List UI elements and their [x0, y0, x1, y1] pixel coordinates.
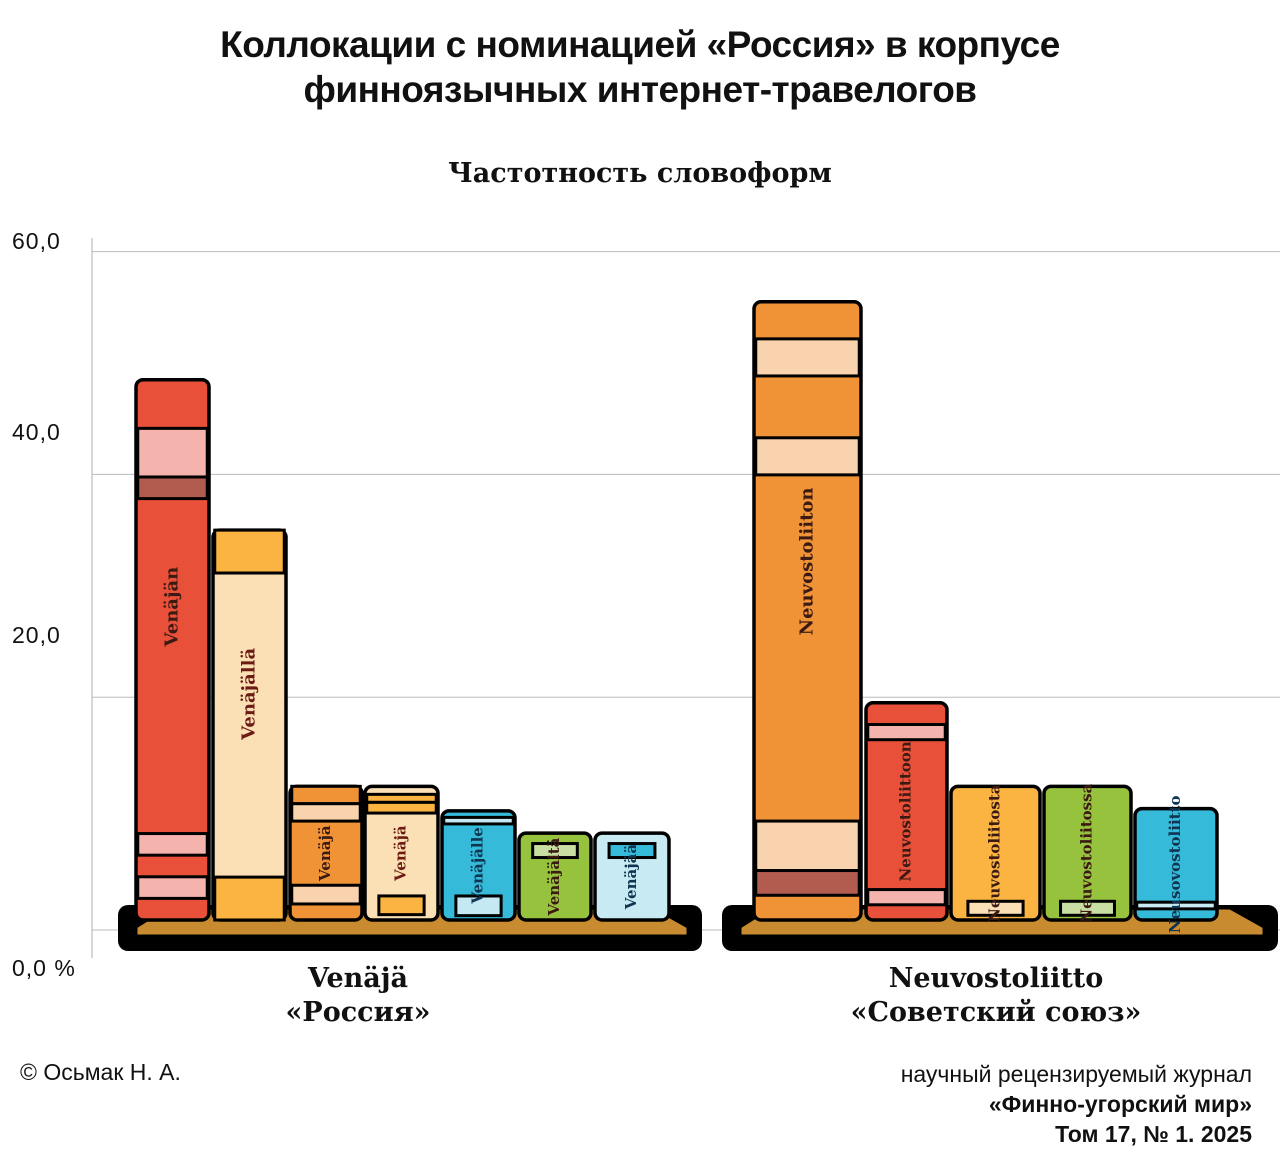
bar	[134, 377, 211, 922]
bar-label: Neusovostoliitto	[1166, 795, 1184, 933]
bar-label: Neuvostoliiton	[797, 488, 818, 636]
bar-book: Venäjällä	[211, 528, 288, 922]
bar-label: Venäjältä	[545, 837, 563, 916]
bar-book: Venäjä	[288, 784, 364, 922]
bar-stripe	[136, 426, 209, 479]
bar-book: Venäjää	[593, 831, 671, 922]
bar-book: Venäjältä	[517, 831, 593, 922]
bar-label-box	[454, 894, 503, 918]
bar-label: Venäjä	[316, 825, 334, 882]
journal-line1: научный рецензируемый журнал	[900, 1061, 1252, 1087]
bar-label-box	[607, 842, 657, 860]
y-tick-label: 60,0	[12, 228, 61, 254]
bar-label-box	[1059, 899, 1116, 917]
bar-stripe	[290, 802, 362, 823]
bar	[363, 784, 440, 922]
journal-line3: Том 17, № 1. 2025	[1055, 1121, 1252, 1147]
bar	[1133, 806, 1219, 922]
bar-label: Venäjä	[392, 825, 410, 882]
bar-stripe	[365, 800, 438, 815]
bar-stripe	[866, 723, 947, 742]
bar-book: Venäjälle	[440, 809, 517, 922]
bar-stripe	[213, 528, 286, 575]
y-tick-label: 40,0	[12, 419, 61, 445]
bar-stripe	[754, 869, 861, 897]
group-label-ru: «Россия»	[285, 997, 431, 1028]
bar-book: Neusovostoliitto	[1133, 795, 1219, 933]
group-label-venaja: Venäjä «Россия»	[158, 962, 558, 1030]
bar-label: Neuvostoliitosta	[986, 784, 1004, 922]
bar	[949, 784, 1042, 922]
chart-subtitle: Частотность словоформ	[448, 158, 832, 189]
y-tick-label: 20,0	[12, 622, 61, 648]
bar-label-box	[966, 899, 1025, 917]
bar-stripe	[213, 875, 286, 922]
bar-stripe	[290, 784, 362, 806]
bar-label: Venäjää	[622, 844, 640, 911]
group-label-fi: Neuvostoliitto	[888, 963, 1104, 994]
bar-stripe	[136, 832, 209, 857]
journal-info: научный рецензируемый журнал «Финно-угор…	[901, 1059, 1252, 1149]
bar	[440, 809, 517, 922]
bar	[1042, 784, 1133, 922]
bar-stripe	[754, 819, 861, 873]
bar-book: Neuvostoliittoon	[864, 701, 949, 922]
bar-label-box	[377, 894, 426, 917]
bar-book: Neuvostoliitosta	[949, 784, 1042, 922]
bar-stripe	[1135, 900, 1217, 911]
journal-line2: «Финно-угорский мир»	[988, 1091, 1252, 1117]
author-credit: © Осьмак Н. А.	[20, 1059, 181, 1085]
chart-title-line2: финноязычных интернет-травелогов	[303, 69, 977, 110]
bar-stripe	[866, 888, 947, 907]
bar-book: Neuvostoliiton	[752, 300, 863, 922]
bar-book: Venäjän	[134, 377, 211, 922]
bar-label: Neuvostoliitossa	[1078, 783, 1096, 922]
chart-title: Коллокации с номинацией «Россия» в корпу…	[0, 22, 1280, 112]
bar-stripe	[136, 475, 209, 501]
bar-book: Neuvostoliitossa	[1042, 783, 1133, 923]
chart-title-line1: Коллокации с номинацией «Россия» в корпу…	[220, 24, 1060, 65]
bar-label: Venäjän	[162, 567, 183, 648]
bar-stripe	[442, 815, 515, 826]
bar-label-box	[531, 842, 579, 860]
y-tick-label: 0,0 %	[12, 955, 76, 981]
bar-stripe	[754, 337, 861, 378]
group-label-ru: «Советский союз»	[850, 997, 1142, 1028]
bar-label: Venäjällä	[239, 648, 260, 741]
group-label-fi: Venäjä	[307, 963, 409, 994]
bar	[864, 701, 949, 922]
bar-stripe	[136, 875, 209, 900]
bar-stripe	[754, 436, 861, 477]
bar-book: Venäjä	[363, 784, 440, 922]
bar-label: Neuvostoliittoon	[897, 741, 915, 881]
bar-label: Venäjälle	[469, 827, 487, 905]
bar-stripe	[290, 883, 362, 906]
group-label-neuvostoliitto: Neuvostoliitto «Советский союз»	[796, 962, 1196, 1030]
